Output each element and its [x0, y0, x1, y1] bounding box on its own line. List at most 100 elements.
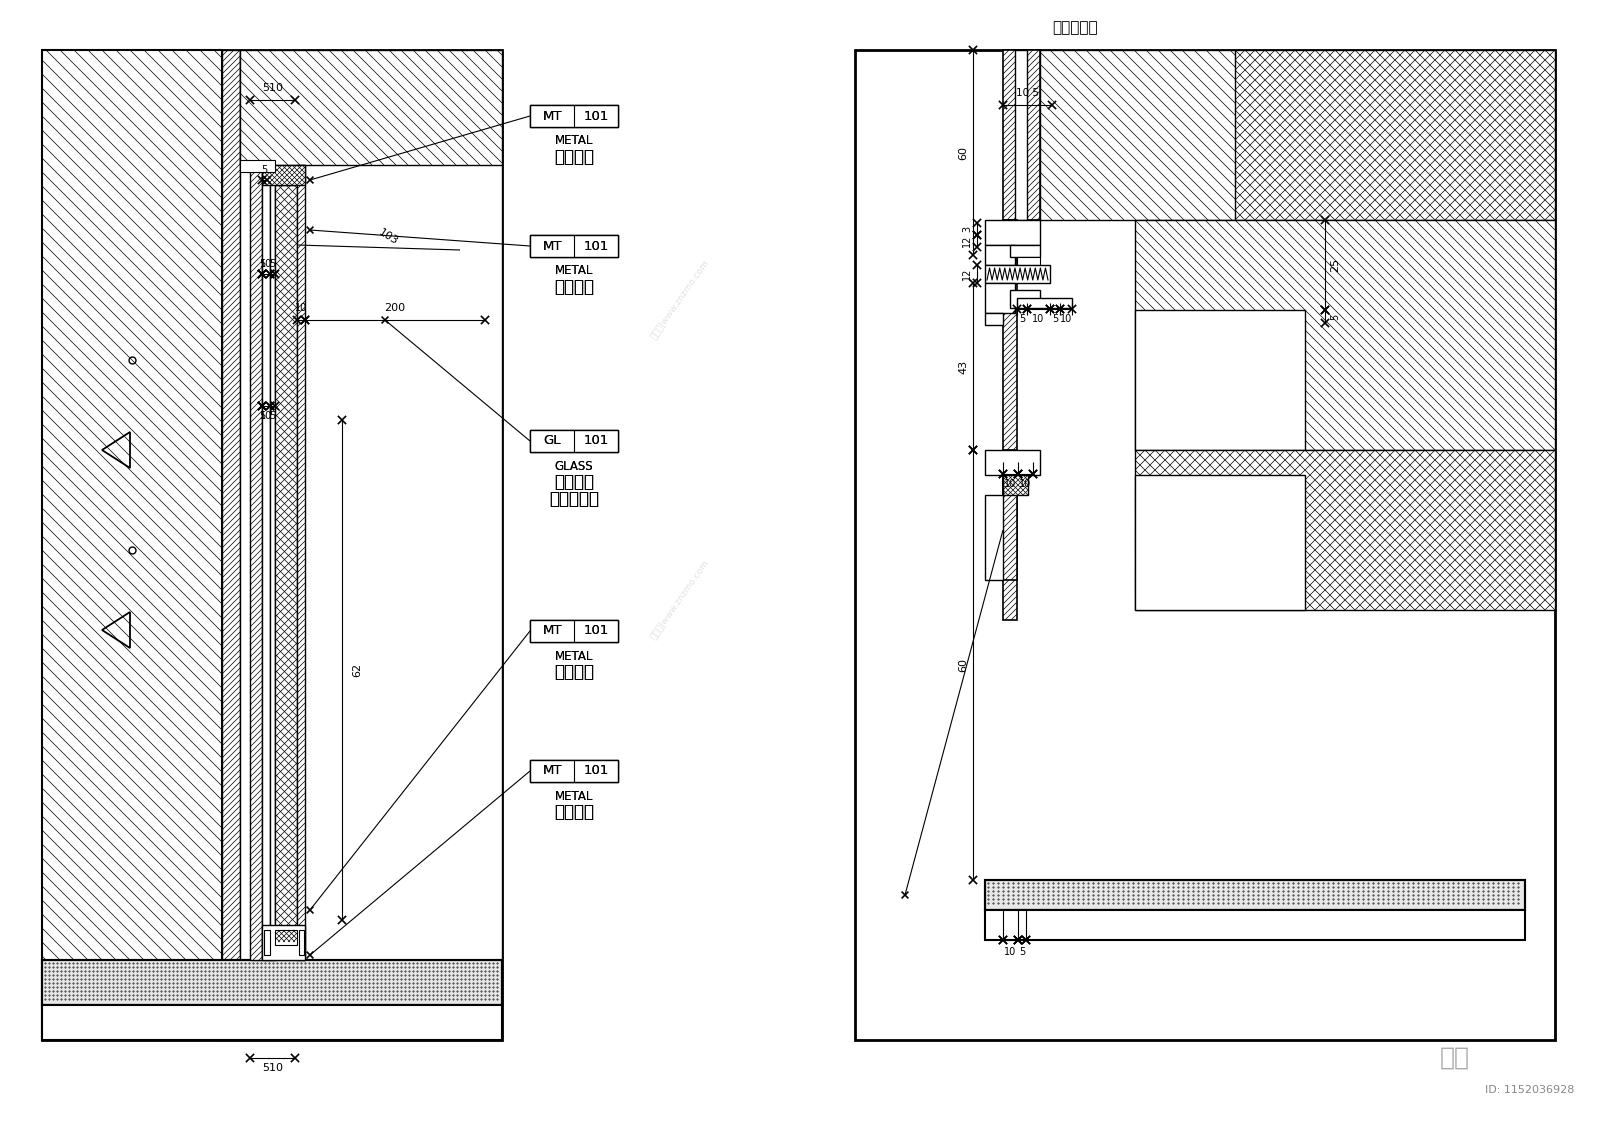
Text: 5: 5 — [269, 259, 275, 269]
Text: 知末网|www.znzmo.com: 知末网|www.znzmo.com — [1118, 718, 1181, 802]
Text: 知末网|www.znzmo.com: 知末网|www.znzmo.com — [1118, 158, 1181, 241]
Text: 101: 101 — [584, 110, 608, 122]
Text: MT: MT — [542, 624, 562, 638]
Text: 知末网|www.znzmo.com: 知末网|www.znzmo.com — [1118, 439, 1181, 521]
Text: MT: MT — [542, 110, 562, 122]
Text: 101: 101 — [584, 240, 608, 252]
Text: ID: 1152036928: ID: 1152036928 — [1485, 1085, 1574, 1095]
Text: MT: MT — [542, 624, 562, 638]
Text: 金属饰面: 金属饰面 — [554, 148, 594, 166]
Bar — [986, 221, 1040, 245]
Text: 金属饰面: 金属饰面 — [554, 278, 594, 296]
Bar — [986, 880, 1525, 910]
Bar — [240, 159, 275, 172]
Bar — [986, 910, 1525, 940]
Text: 10: 10 — [259, 411, 272, 421]
Text: GLASS: GLASS — [555, 459, 594, 473]
Text: 43: 43 — [958, 360, 968, 373]
Text: 103: 103 — [378, 227, 400, 248]
Text: 不透光处理: 不透光处理 — [549, 490, 598, 508]
Text: 金属饰面: 金属饰面 — [554, 148, 594, 166]
Text: METAL: METAL — [555, 789, 594, 803]
Text: 知末网|www.znzmo.com: 知末网|www.znzmo.com — [99, 239, 162, 321]
Text: 101: 101 — [584, 434, 608, 448]
Bar — [530, 105, 618, 127]
Text: 101: 101 — [584, 624, 608, 638]
Text: 5: 5 — [1051, 314, 1058, 323]
Text: 知末网|www.znzmo.com: 知末网|www.znzmo.com — [99, 559, 162, 641]
Text: METAL: METAL — [555, 135, 594, 147]
Text: 5: 5 — [261, 165, 267, 175]
Bar — [530, 235, 618, 257]
Bar — [270, 165, 275, 960]
Text: 101: 101 — [584, 765, 608, 777]
Text: 5: 5 — [259, 411, 266, 421]
Text: METAL: METAL — [555, 649, 594, 663]
Text: 知末网|www.znzmo.com: 知末网|www.znzmo.com — [318, 408, 381, 491]
Text: 10: 10 — [1019, 480, 1032, 489]
Text: GL: GL — [544, 434, 560, 448]
Bar — [262, 925, 306, 960]
Text: 5: 5 — [269, 411, 275, 421]
Text: 5: 5 — [259, 259, 266, 269]
Bar — [1134, 475, 1306, 610]
Text: 5: 5 — [1019, 947, 1026, 957]
Text: 夹纸玻璃: 夹纸玻璃 — [554, 473, 594, 491]
Bar — [1003, 450, 1018, 580]
Bar — [1134, 221, 1555, 450]
Bar — [986, 265, 1050, 283]
Bar — [1003, 221, 1018, 620]
Bar — [1003, 50, 1040, 221]
Bar — [262, 165, 306, 185]
Text: 10: 10 — [1005, 947, 1016, 957]
Text: 金属饰面: 金属饰面 — [554, 803, 594, 821]
Text: 10: 10 — [1005, 480, 1016, 489]
Text: MT: MT — [542, 240, 562, 252]
Text: 知末网|www.znzmo.com: 知末网|www.znzmo.com — [650, 259, 710, 342]
Bar — [854, 50, 1555, 1041]
Bar — [42, 50, 502, 1041]
Bar — [1040, 50, 1555, 221]
Text: 知末网|www.znzmo.com: 知末网|www.znzmo.com — [318, 139, 381, 222]
Text: 金属饰面: 金属饰面 — [554, 663, 594, 681]
Bar — [42, 960, 502, 1005]
Bar — [1003, 475, 1027, 495]
Text: 10: 10 — [1032, 314, 1045, 323]
Bar — [530, 620, 618, 642]
Bar — [530, 430, 618, 452]
Bar — [530, 430, 618, 452]
Text: 101: 101 — [584, 765, 608, 777]
Text: GLASS: GLASS — [555, 459, 594, 473]
Bar — [986, 450, 1040, 475]
Text: 10 5: 10 5 — [1016, 88, 1038, 98]
Text: 金属饰面: 金属饰面 — [554, 278, 594, 296]
Text: 12: 12 — [962, 268, 973, 280]
Text: 60: 60 — [958, 146, 968, 159]
Bar — [42, 960, 502, 1005]
Bar — [298, 165, 306, 960]
Text: 200: 200 — [384, 303, 405, 313]
Text: 12: 12 — [962, 235, 973, 248]
Bar — [1235, 50, 1555, 221]
Text: 10: 10 — [259, 259, 272, 269]
Bar — [222, 50, 240, 1041]
Bar — [1014, 50, 1027, 221]
Bar — [1134, 310, 1306, 450]
Text: 金属饰面: 金属饰面 — [554, 663, 594, 681]
Bar — [264, 930, 270, 955]
Text: GL: GL — [544, 434, 560, 448]
Bar — [530, 760, 618, 782]
Text: 10: 10 — [1059, 314, 1072, 323]
Bar — [530, 105, 618, 127]
Text: 10: 10 — [294, 303, 307, 313]
Text: METAL: METAL — [555, 649, 594, 663]
Text: 知末网|www.znzmo.com: 知末网|www.znzmo.com — [918, 239, 981, 321]
Text: 夹纸玻璃: 夹纸玻璃 — [554, 473, 594, 491]
Text: 62: 62 — [352, 663, 362, 677]
Text: 60: 60 — [958, 658, 968, 672]
Bar — [986, 245, 1014, 265]
Text: 5: 5 — [1330, 313, 1341, 320]
Bar — [530, 760, 618, 782]
Bar — [986, 313, 1003, 325]
Bar — [262, 165, 270, 960]
